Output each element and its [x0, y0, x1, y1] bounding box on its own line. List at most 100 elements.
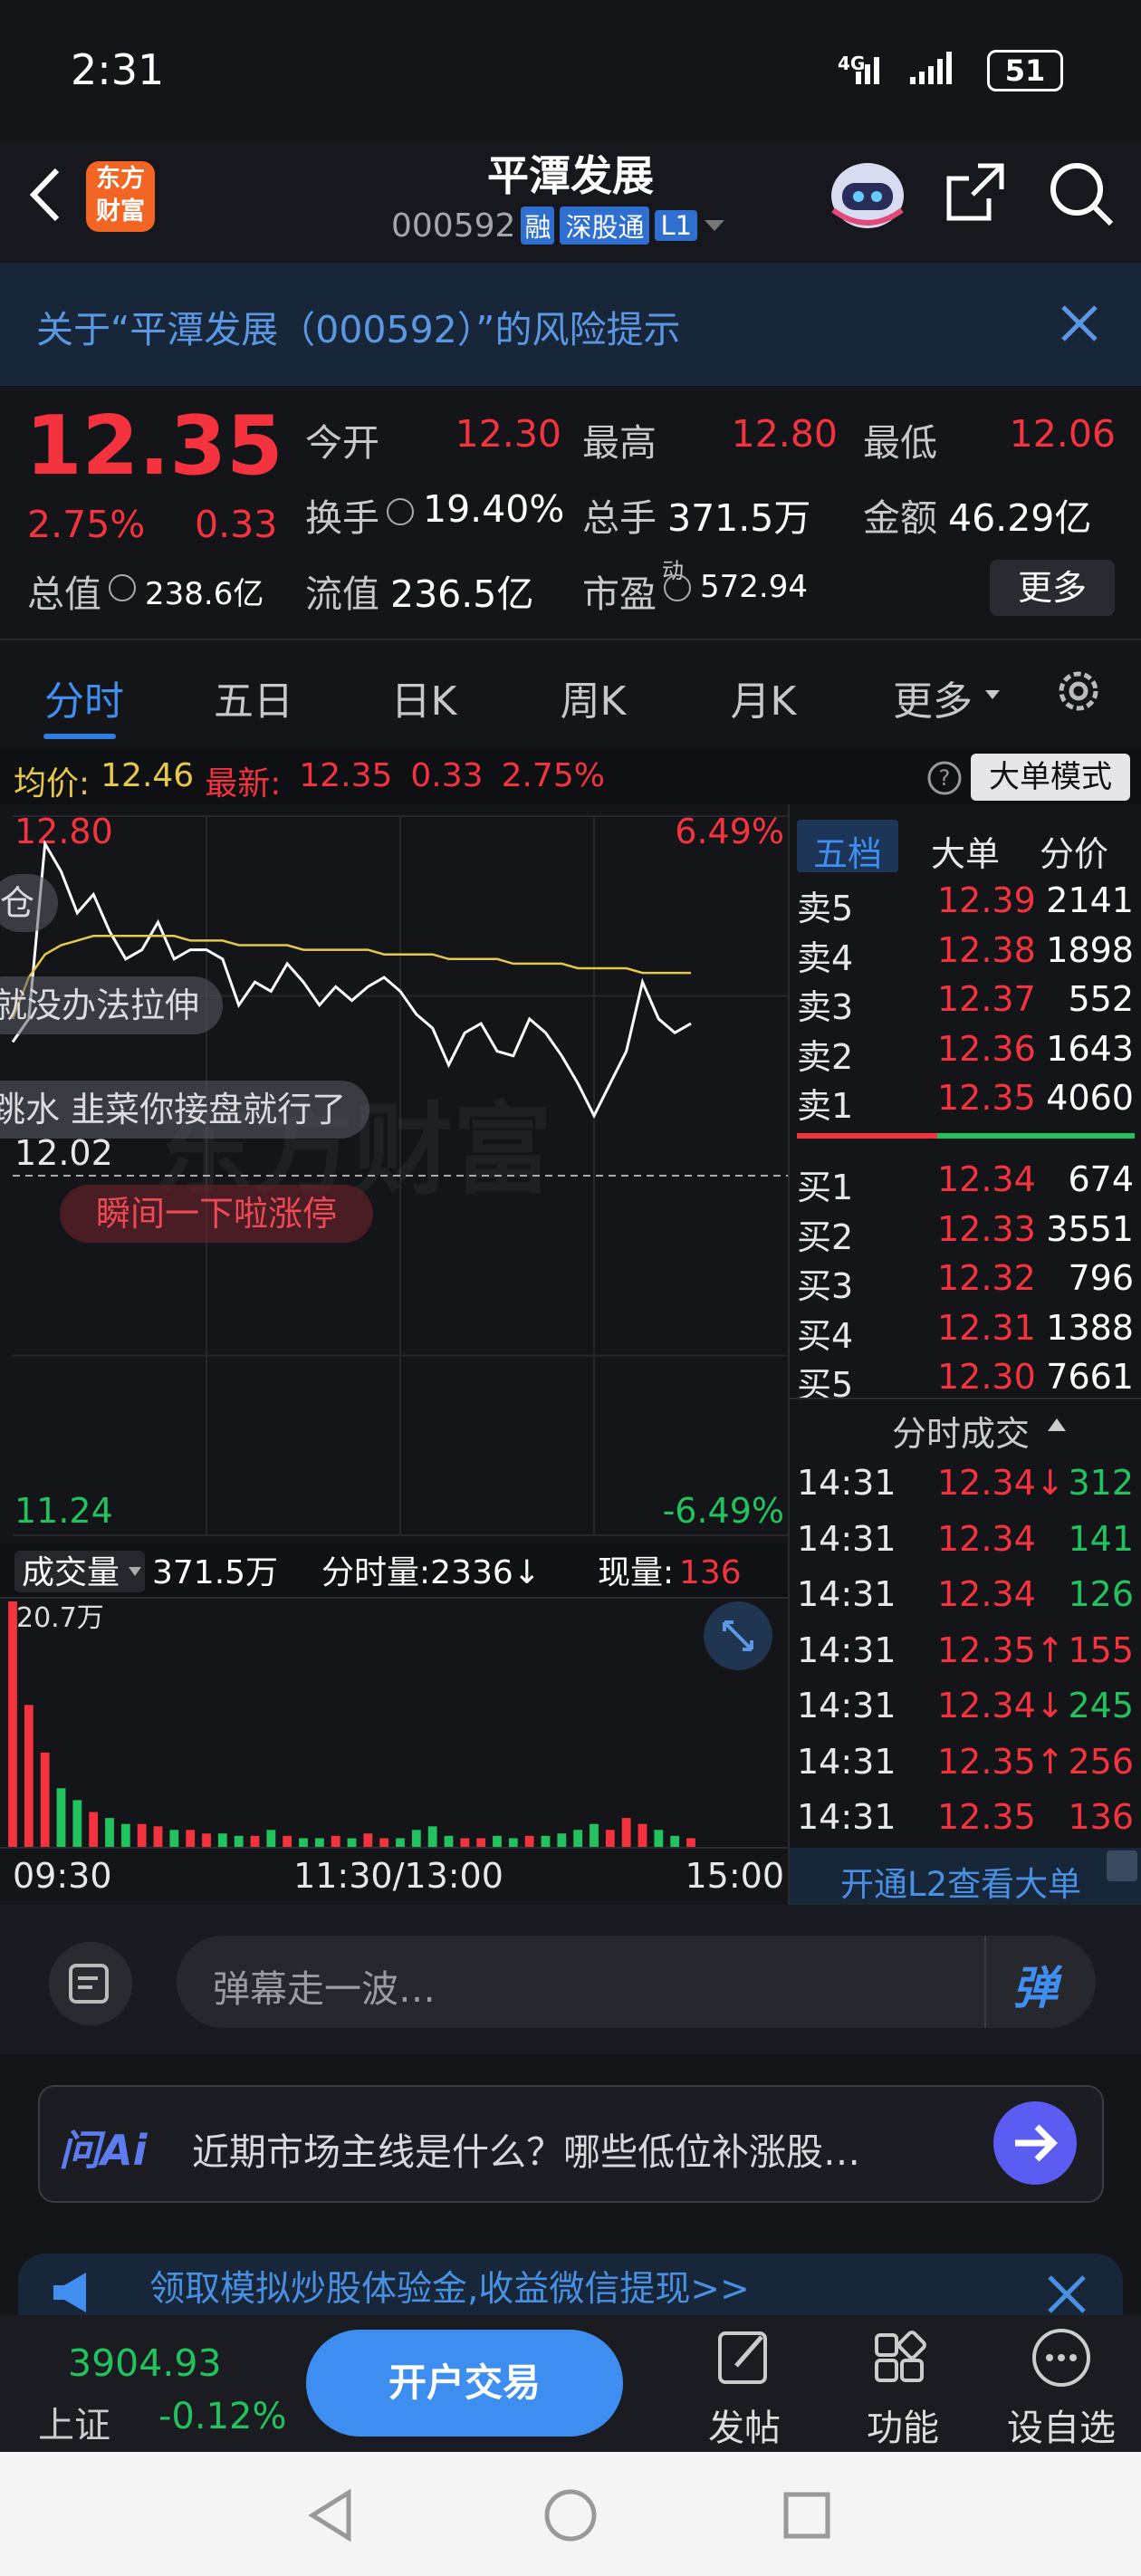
ai-box[interactable]: [38, 2085, 1104, 2203]
trade-button[interactable]: 开户交易: [306, 2330, 623, 2437]
robot-icon[interactable]: [824, 154, 915, 235]
book-tab[interactable]: 大单: [930, 834, 1000, 874]
stat-label: 流值: [305, 572, 379, 616]
ai-prompt[interactable]: 近期市场主线是什么？哪些低位补涨股…: [192, 2130, 860, 2174]
book-label: 卖5: [797, 889, 854, 928]
tab[interactable]: 日K: [390, 678, 457, 725]
tab[interactable]: 周K: [560, 678, 627, 725]
tab[interactable]: 五日: [214, 678, 293, 725]
back-button[interactable]: [23, 163, 68, 226]
volume-bar: [476, 1838, 486, 1848]
index-change[interactable]: -0.12%: [158, 2396, 287, 2437]
info-icon[interactable]: [664, 574, 691, 601]
stat-value: 371.5万: [667, 496, 811, 540]
book-price: 12.39: [937, 880, 1036, 920]
volume-bar: [72, 1800, 82, 1848]
footer-icons: [718, 2329, 1090, 2387]
big-order-mode[interactable]: 大单模式: [971, 754, 1130, 801]
send-danmaku[interactable]: 弹: [1012, 1962, 1058, 2014]
footer-action[interactable]: 发帖: [708, 2408, 781, 2449]
index-value[interactable]: 3904.93: [68, 2341, 222, 2385]
info-icon[interactable]: [109, 574, 136, 601]
promo-text[interactable]: 领取模拟炒股体验金,收益微信提现>>: [149, 2269, 750, 2310]
comment-placeholder[interactable]: 弹幕走一波…: [213, 1967, 436, 2011]
settings-icon[interactable]: [1053, 666, 1104, 716]
book-label: 买4: [797, 1315, 854, 1356]
x-tick-label: 09:30: [13, 1856, 112, 1896]
trade-time: 14:31: [797, 1629, 896, 1670]
nav-buttons: [308, 2488, 830, 2542]
risk-text[interactable]: 关于“平潭发展（000592）”的风险提示: [36, 308, 681, 351]
stock-name: 平潭发展: [487, 151, 654, 200]
change-pct: 2.75%: [27, 503, 146, 546]
more-button[interactable]: 更多: [990, 560, 1115, 616]
volume-chart: 成交量 371.5万 分时量:2336↓ 现量: 136 20.7万 09:30 11:30/…: [0, 1543, 788, 1896]
l2-banner[interactable]: [790, 1848, 1141, 1905]
book-tab[interactable]: 五档: [812, 834, 882, 874]
close-icon[interactable]: [1060, 303, 1099, 343]
dropdown-icon[interactable]: [703, 216, 726, 235]
book-label: 卖4: [797, 937, 854, 978]
book-price: 12.36: [937, 1028, 1036, 1069]
svg-text:?: ?: [939, 765, 951, 791]
footer-action[interactable]: 设自选: [1007, 2408, 1116, 2449]
ai-send[interactable]: [992, 2100, 1079, 2187]
volume-bar: [331, 1835, 340, 1848]
volume-bar: [379, 1838, 389, 1848]
info-icon[interactable]: [387, 498, 414, 525]
trade-time: 14:31: [797, 1797, 896, 1837]
danmaku-toggle[interactable]: [45, 1938, 136, 2029]
comment-input[interactable]: [177, 1936, 1096, 2028]
book-tab[interactable]: 分价: [1039, 834, 1108, 874]
help-icon[interactable]: ?: [925, 759, 964, 797]
trade-price: 12.35: [937, 1797, 1036, 1837]
l2-close[interactable]: [1107, 1850, 1137, 1881]
tab[interactable]: 更多: [893, 678, 973, 725]
trade-time: 14:31: [797, 1518, 896, 1559]
divider: [790, 1398, 1141, 1399]
index-name[interactable]: 上证: [38, 2405, 110, 2446]
volume-bar: [444, 1835, 454, 1848]
book-volume: 7661: [1046, 1357, 1134, 1397]
stat-label: 最高: [582, 421, 657, 465]
y2-tick-label: 6.49%: [675, 812, 784, 851]
book-volume: 1898: [1046, 929, 1134, 970]
trade-price: 12.34: [937, 1518, 1036, 1559]
share-icon[interactable]: [942, 159, 1010, 226]
book-volume: 3551: [1046, 1208, 1134, 1249]
volume-bar: [573, 1830, 583, 1848]
promo-banner[interactable]: [18, 2254, 1123, 2317]
last-price: 12.35: [299, 757, 393, 794]
footer-action[interactable]: 功能: [867, 2408, 939, 2449]
volume-bar: [89, 1812, 99, 1848]
volume-bar: [654, 1830, 664, 1848]
dropdown-icon[interactable]: [985, 690, 1000, 699]
volume-bar: [250, 1835, 260, 1848]
tab[interactable]: 分时: [44, 678, 124, 725]
avg-line: [11, 935, 691, 1020]
book-price: 12.37: [937, 979, 1036, 1019]
book-price: 12.33: [937, 1208, 1036, 1249]
last-pct: 2.75%: [501, 757, 605, 794]
book-label: 卖1: [797, 1086, 854, 1126]
book-price: 12.30: [937, 1357, 1036, 1397]
book-label: 买1: [797, 1168, 854, 1207]
price: 12.35: [25, 399, 283, 494]
risk-banner[interactable]: [0, 263, 1141, 386]
sort-icon[interactable]: [1048, 1418, 1066, 1431]
volume-bar: [186, 1830, 196, 1848]
tab[interactable]: 月K: [730, 678, 797, 725]
volume-bar: [686, 1838, 695, 1848]
y-tick-label: 12.02: [14, 1133, 113, 1173]
promo-close[interactable]: [1046, 2273, 1088, 2315]
volume-bar: [234, 1835, 244, 1848]
trades-title[interactable]: 分时成交: [892, 1414, 1031, 1454]
search-icon[interactable]: [1046, 159, 1118, 231]
l2-text[interactable]: 开通L2查看大单: [840, 1865, 1082, 1904]
y-tick-label: 11.24: [14, 1491, 113, 1531]
stock-code: 000592: [391, 207, 516, 245]
book-label: 卖2: [797, 1036, 854, 1077]
last-label: 最新:: [205, 765, 282, 803]
trade-price: 12.34↓: [937, 1686, 1065, 1725]
trade-price: 12.35↑: [937, 1629, 1065, 1670]
